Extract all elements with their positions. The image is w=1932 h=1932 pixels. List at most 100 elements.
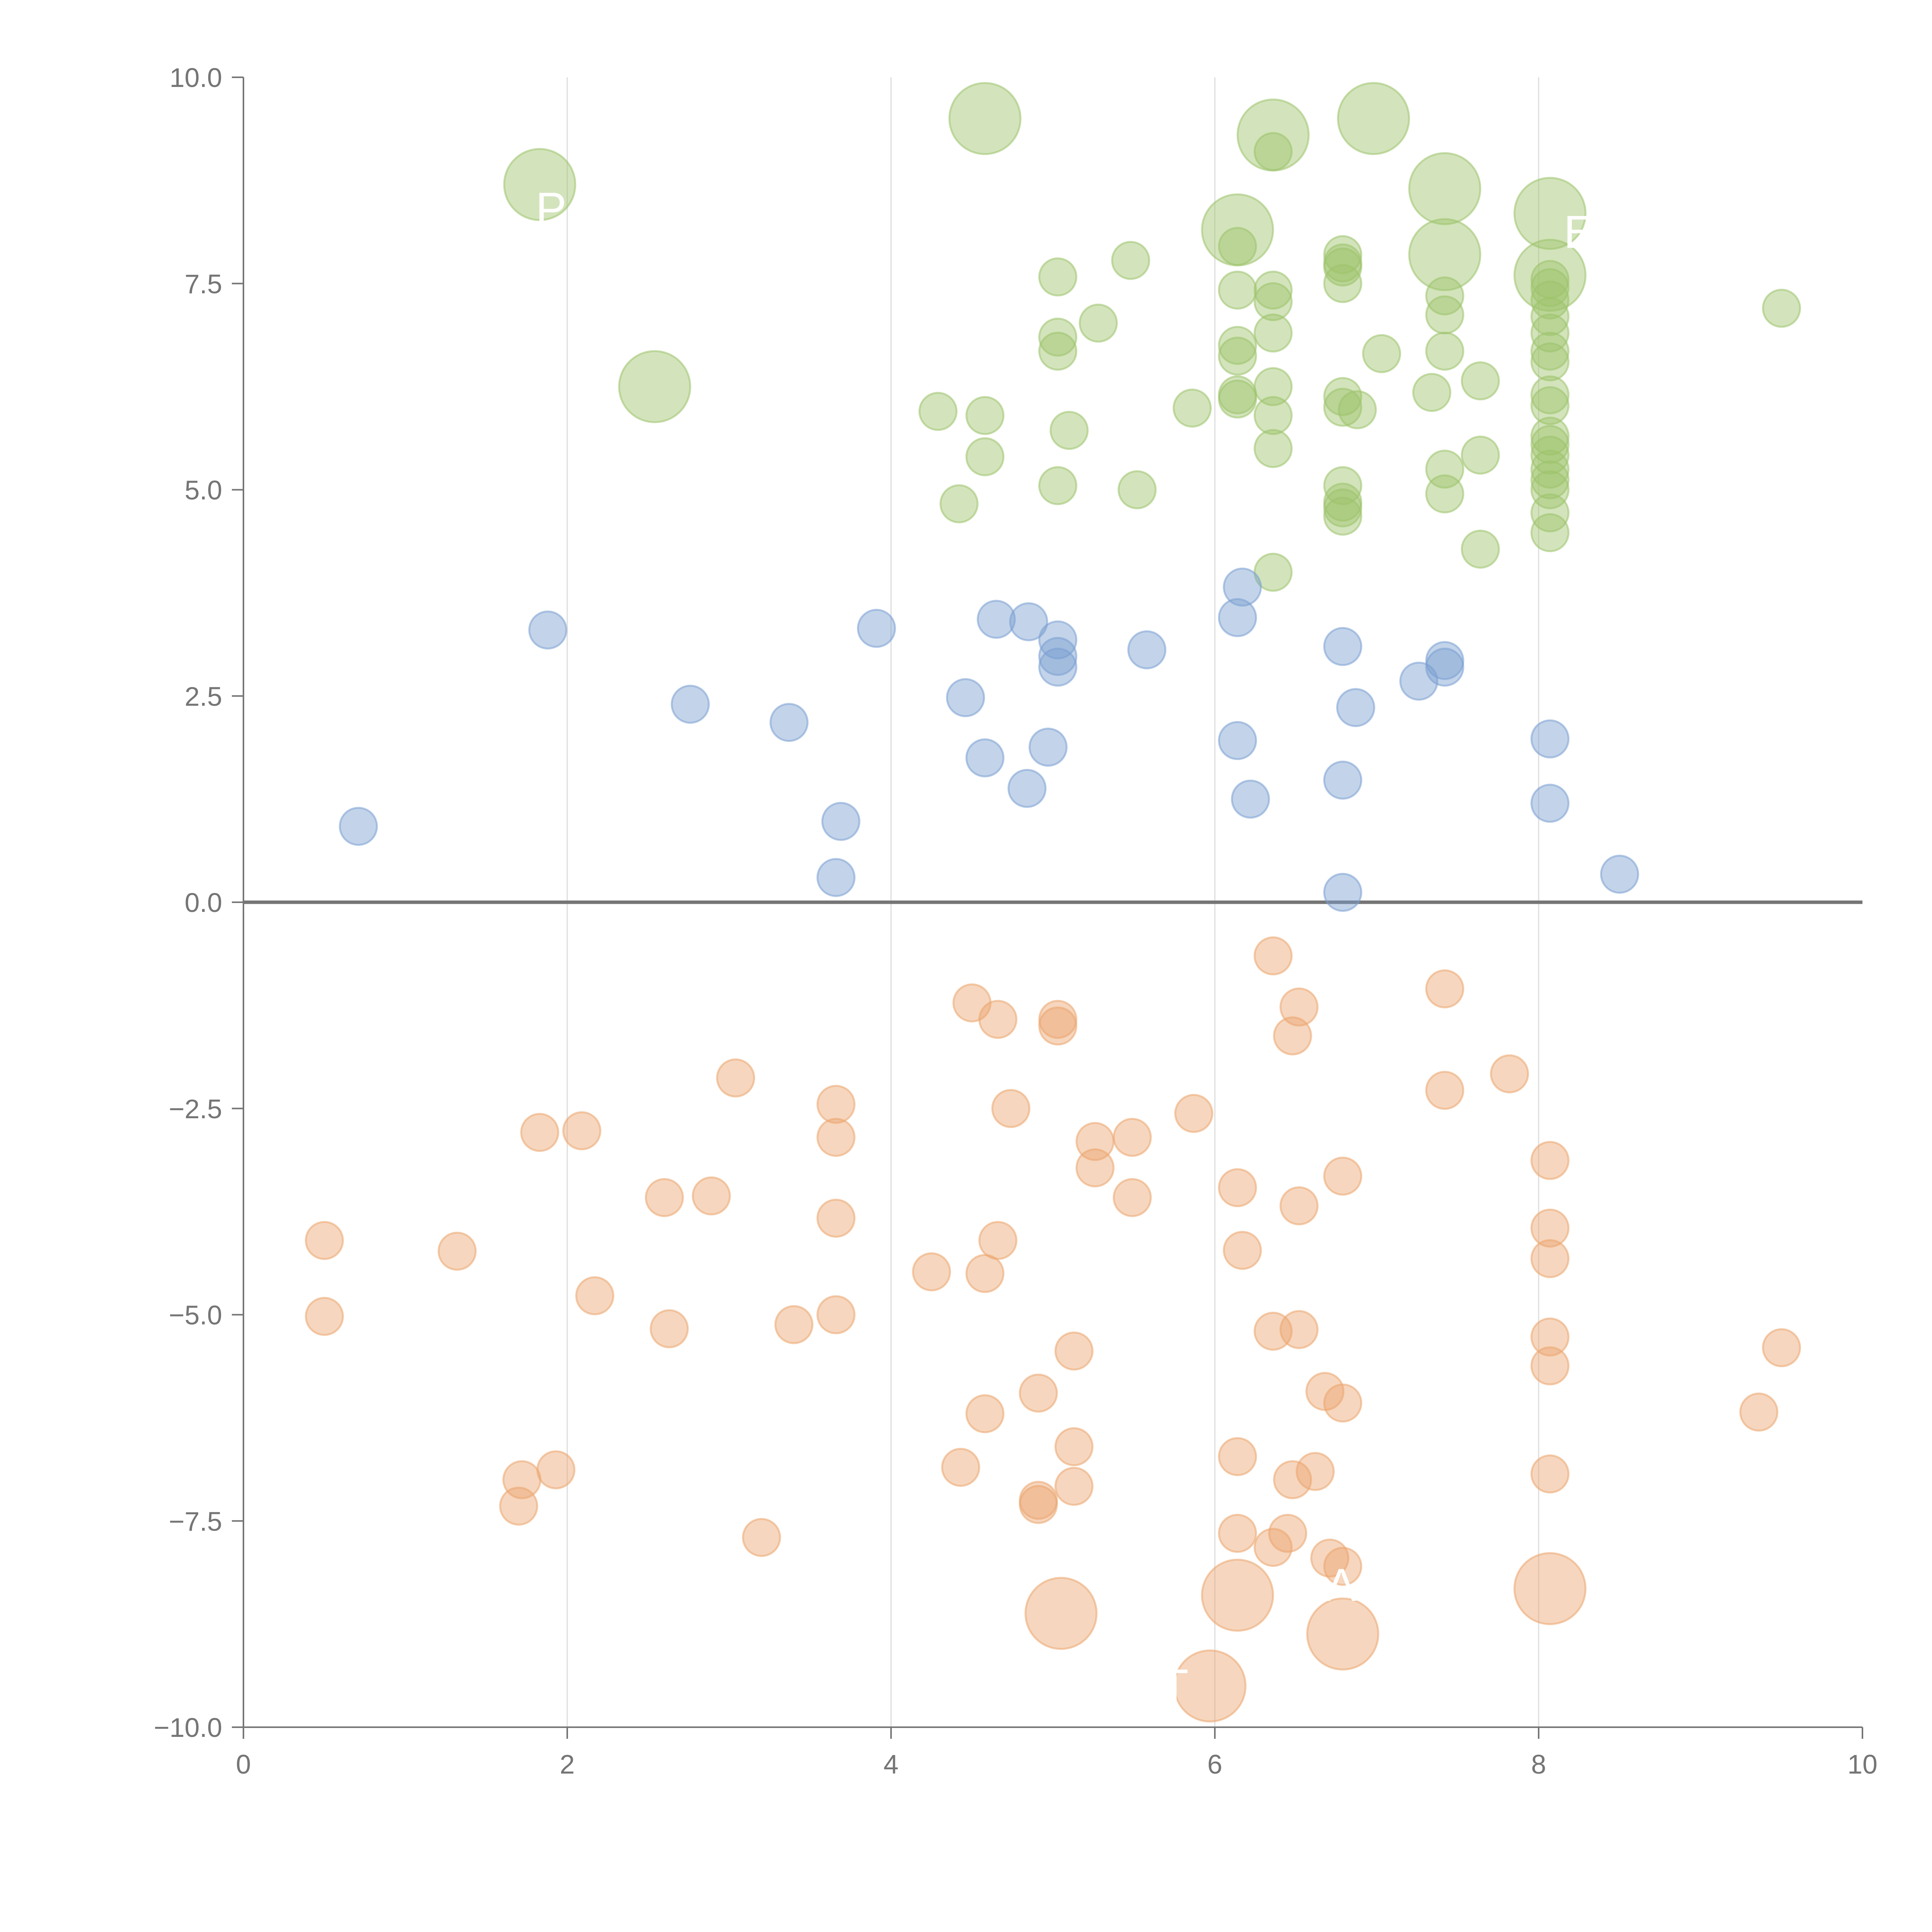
- data-point-mid: [965, 738, 1005, 777]
- data-point-high: [1338, 390, 1377, 429]
- data-point-low: [941, 1447, 980, 1487]
- data-point-high: [1530, 342, 1570, 382]
- data-point-low: [1530, 1141, 1570, 1180]
- data-point-high: [1425, 474, 1464, 514]
- data-point-high: [1425, 332, 1464, 371]
- data-point-mid: [1231, 779, 1270, 819]
- data-point-low: [1054, 1331, 1094, 1371]
- data-point-low: [1279, 1310, 1319, 1349]
- y-tick-label: 10.0: [170, 63, 222, 93]
- data-point-mid: [1028, 728, 1068, 767]
- y-tick-label: 2.5: [185, 681, 222, 711]
- data-point-low: [575, 1276, 614, 1315]
- data-point-high: [1530, 332, 1570, 371]
- data-point-high: [1078, 303, 1118, 343]
- data-point-low: [1253, 936, 1293, 976]
- data-point-high: [1038, 257, 1078, 297]
- data-point-low: [1218, 1168, 1257, 1208]
- data-point-high: [1117, 470, 1157, 509]
- data-point-high: [1530, 297, 1570, 336]
- data-point-low: [499, 1486, 538, 1526]
- data-point-high: [1253, 282, 1293, 321]
- data-point-low: [1530, 1317, 1570, 1357]
- data-point-mid: [1007, 769, 1047, 808]
- data-point-mid: [1009, 602, 1048, 641]
- data-point-low: [1218, 1437, 1257, 1476]
- data-point-high: [1362, 334, 1401, 373]
- data-point-mid: [1336, 688, 1376, 727]
- data-point-high: [1253, 396, 1293, 435]
- data-point-low: [1425, 969, 1464, 1009]
- data-point-low: [1530, 1208, 1570, 1248]
- data-point-low: [1323, 1383, 1362, 1423]
- data-point-high: [1253, 132, 1293, 171]
- data-point-low: [978, 1221, 1018, 1260]
- data-point-low: [1223, 1231, 1262, 1270]
- data-point-high: [1530, 268, 1570, 307]
- data-point-high: [1461, 361, 1500, 401]
- data-point-high: [1530, 460, 1570, 500]
- data-point-high: [1038, 318, 1078, 357]
- data-point-low: [1739, 1392, 1779, 1432]
- y-tick-label: −2.5: [169, 1094, 222, 1124]
- data-point-low: [692, 1176, 731, 1216]
- data-point-low: [1038, 1006, 1078, 1046]
- data-point-low: [1530, 1346, 1570, 1386]
- data-point-mid: [1218, 598, 1257, 637]
- data-point-high: [1253, 313, 1293, 353]
- data-point-high: [1530, 386, 1570, 425]
- y-tick-label: −5.0: [169, 1300, 222, 1330]
- data-point-mid: [857, 609, 896, 648]
- data-point-mid: [769, 703, 809, 742]
- data-point-low: [1323, 1547, 1362, 1586]
- data-point-low: [1762, 1328, 1801, 1367]
- data-point-low: [520, 1113, 560, 1152]
- data-point-mid: [1323, 627, 1362, 666]
- data-point-high: [948, 82, 1022, 155]
- data-point-high: [1323, 377, 1362, 416]
- data-point-low: [991, 1089, 1031, 1128]
- data-point-mid: [338, 807, 378, 846]
- data-point-mid: [1530, 784, 1570, 823]
- data-point-low: [1273, 1016, 1312, 1056]
- data-point-high: [1218, 379, 1257, 419]
- data-point-high: [918, 392, 958, 431]
- data-point-mid: [1530, 719, 1570, 759]
- data-point-high: [1218, 337, 1257, 376]
- data-point-high: [1253, 429, 1293, 468]
- data-point-mid: [946, 678, 985, 718]
- data-point-high: [1530, 513, 1570, 553]
- data-point-high: [1412, 373, 1451, 412]
- data-point-low: [1273, 1460, 1312, 1499]
- x-tick-label: 0: [236, 1749, 251, 1779]
- x-tick-label: 10: [1847, 1749, 1878, 1779]
- data-point-mid: [1323, 872, 1362, 912]
- callouts: P E A T: [536, 183, 1595, 1712]
- data-point-low: [1490, 1054, 1529, 1094]
- x-tick-label: 6: [1208, 1749, 1223, 1779]
- data-point-mid: [1038, 637, 1078, 676]
- data-point-low: [562, 1111, 602, 1150]
- data-point-high: [1530, 280, 1570, 320]
- data-point-mid: [976, 600, 1016, 639]
- data-point-low: [716, 1058, 755, 1098]
- data-point-low: [1253, 1528, 1293, 1567]
- data-point-mid: [1218, 721, 1257, 760]
- data-point-low: [1174, 1094, 1214, 1133]
- data-points: [305, 82, 1801, 1723]
- y-tick-label: −10.0: [154, 1713, 222, 1743]
- data-point-mid: [670, 685, 710, 724]
- data-point-high: [1038, 332, 1078, 371]
- data-point-mid: [1127, 630, 1167, 670]
- data-point-high: [1218, 227, 1257, 266]
- data-point-high: [965, 396, 1005, 435]
- data-point-high: [1530, 493, 1570, 532]
- data-point-mid: [1323, 760, 1362, 800]
- data-point-low: [1112, 1178, 1152, 1217]
- data-point-mid: [528, 610, 568, 650]
- data-point-mid: [1399, 662, 1439, 701]
- data-point-low: [1425, 1071, 1464, 1110]
- data-point-high: [1049, 411, 1089, 450]
- data-point-low: [1279, 1186, 1319, 1226]
- data-point-low: [1075, 1148, 1115, 1187]
